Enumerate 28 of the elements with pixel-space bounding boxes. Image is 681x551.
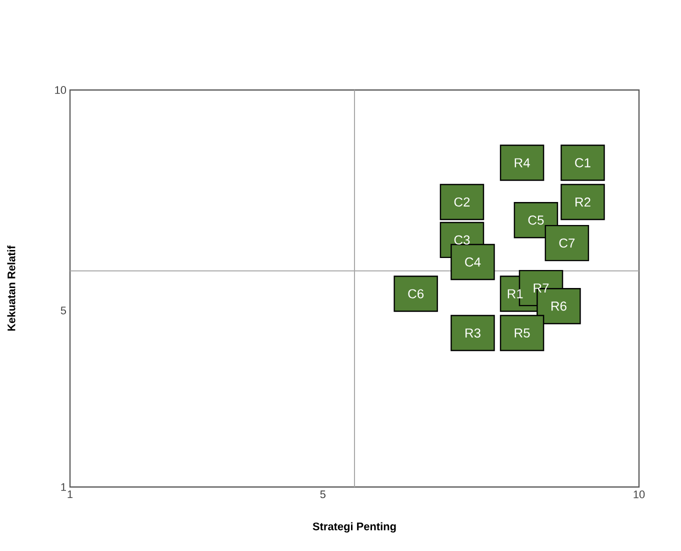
point bbox=[394, 276, 438, 312]
annotation: R2 bbox=[576, 198, 590, 207]
point bbox=[450, 314, 495, 352]
x-tick-label: 5 bbox=[320, 490, 326, 498]
annotation: C7 bbox=[559, 238, 575, 248]
point bbox=[500, 314, 544, 352]
point bbox=[560, 144, 605, 181]
annotation: R5 bbox=[514, 328, 530, 338]
annotation: C4 bbox=[465, 257, 481, 267]
y-tick-label: 1 bbox=[61, 483, 66, 491]
annotation: R6 bbox=[551, 302, 566, 311]
annotation: R3 bbox=[466, 328, 480, 338]
annotation: C5 bbox=[528, 216, 544, 225]
annotation: C1 bbox=[575, 158, 590, 168]
point bbox=[500, 144, 544, 181]
y-tick-label: 10 bbox=[55, 86, 66, 94]
annotation: R4 bbox=[514, 158, 530, 168]
point bbox=[440, 184, 484, 220]
point bbox=[544, 224, 590, 262]
x-tick-label: 1 bbox=[68, 490, 73, 498]
x-axis-title: Strategi Penting bbox=[312, 522, 396, 533]
point bbox=[560, 184, 605, 220]
annotation: C2 bbox=[454, 197, 470, 207]
y-tick-label: 5 bbox=[60, 306, 66, 314]
annotation: C3 bbox=[454, 235, 470, 245]
x-tick-label: 10 bbox=[634, 490, 645, 498]
y-axis-title: Kekuatan Relatif bbox=[7, 246, 16, 331]
annotation: C6 bbox=[408, 289, 424, 298]
